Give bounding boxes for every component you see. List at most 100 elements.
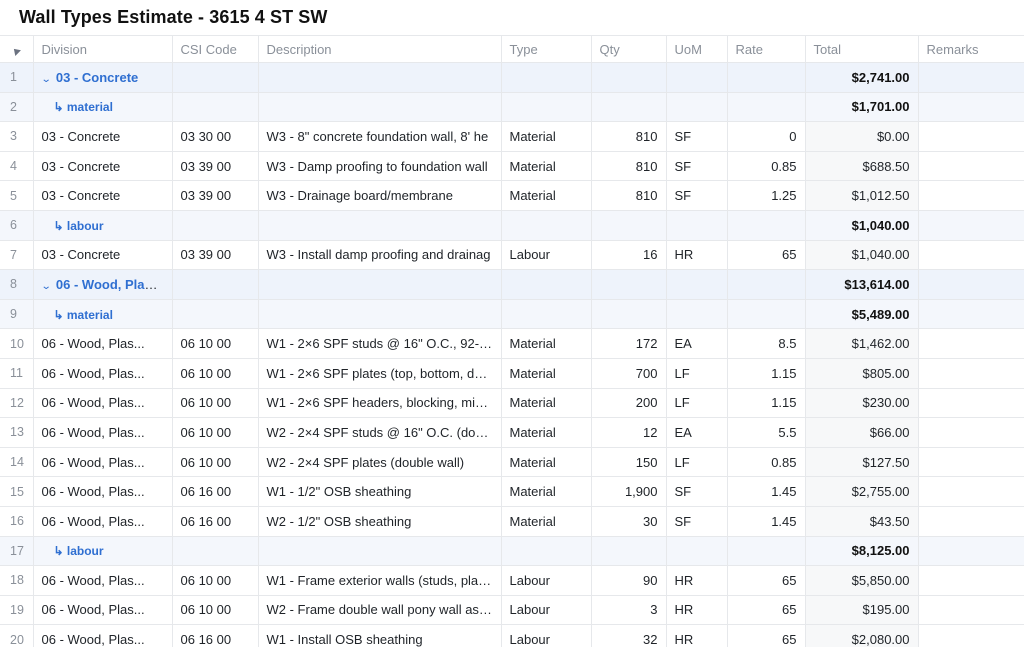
description-cell[interactable]: W2 - 2×4 SPF studs @ 16" O.C. (double bbox=[258, 417, 502, 448]
column-header-uom[interactable]: UoM bbox=[666, 35, 728, 63]
qty-cell[interactable]: 700 bbox=[591, 358, 667, 389]
remarks-cell[interactable] bbox=[918, 269, 1024, 300]
total-cell[interactable]: $8,125.00 bbox=[805, 536, 919, 567]
division-cell[interactable]: 06 - Wood, Plas... bbox=[33, 565, 173, 596]
column-header-type[interactable]: Type bbox=[501, 35, 592, 63]
rate-cell[interactable]: 65 bbox=[727, 565, 806, 596]
type-cell[interactable]: Labour bbox=[501, 624, 592, 647]
column-header-division[interactable]: Division bbox=[33, 35, 173, 63]
total-cell[interactable]: $0.00 bbox=[805, 121, 919, 152]
table-row[interactable]: 5 03 - Concrete 03 39 00 W3 - Drainage boar… bbox=[0, 180, 1024, 211]
remarks-cell[interactable] bbox=[918, 447, 1024, 478]
remarks-cell[interactable] bbox=[918, 299, 1024, 330]
description-cell[interactable]: W2 - 1/2" OSB sheathing bbox=[258, 506, 502, 537]
remarks-cell[interactable] bbox=[918, 180, 1024, 211]
csi-code-cell[interactable]: 06 16 00 bbox=[172, 506, 259, 537]
type-cell[interactable]: Material bbox=[501, 180, 592, 211]
qty-cell[interactable]: 16 bbox=[591, 240, 667, 271]
remarks-cell[interactable] bbox=[918, 240, 1024, 271]
remarks-cell[interactable] bbox=[918, 328, 1024, 359]
uom-cell[interactable]: HR bbox=[666, 595, 728, 626]
qty-cell[interactable]: 810 bbox=[591, 151, 667, 182]
type-cell[interactable]: Material bbox=[501, 447, 592, 478]
subgroup-row[interactable]: 17 ↳ labour $8,125.00 bbox=[0, 536, 1024, 567]
description-cell[interactable]: W1 - 2×6 SPF headers, blocking, misc f bbox=[258, 388, 502, 419]
type-cell[interactable]: Material bbox=[501, 388, 592, 419]
subgroup-row[interactable]: 9 ↳ material $5,489.00 bbox=[0, 299, 1024, 330]
remarks-cell[interactable] bbox=[918, 388, 1024, 419]
type-cell[interactable]: Material bbox=[501, 358, 592, 389]
table-row[interactable]: 15 06 - Wood, Plas... 06 16 00 W1 - 1/2" OS… bbox=[0, 476, 1024, 507]
remarks-cell[interactable] bbox=[918, 92, 1024, 123]
remarks-cell[interactable] bbox=[918, 358, 1024, 389]
qty-cell[interactable]: 32 bbox=[591, 624, 667, 647]
description-cell[interactable]: W3 - 8" concrete foundation wall, 8' he bbox=[258, 121, 502, 152]
rate-cell[interactable]: 1.15 bbox=[727, 388, 806, 419]
rate-cell[interactable]: 65 bbox=[727, 624, 806, 647]
uom-cell[interactable]: EA bbox=[666, 328, 728, 359]
description-cell[interactable]: W3 - Damp proofing to foundation wall bbox=[258, 151, 502, 182]
total-cell[interactable]: $1,701.00 bbox=[805, 92, 919, 123]
uom-cell[interactable]: HR bbox=[666, 624, 728, 647]
group-label-cell[interactable]: ⌄06 - Wood, Plastics & Composites bbox=[33, 269, 173, 300]
column-header-description[interactable]: Description bbox=[258, 35, 502, 63]
division-cell[interactable]: 06 - Wood, Plas... bbox=[33, 624, 173, 647]
csi-code-cell[interactable]: 06 10 00 bbox=[172, 447, 259, 478]
csi-code-cell[interactable]: 03 30 00 bbox=[172, 121, 259, 152]
qty-cell[interactable]: 3 bbox=[591, 595, 667, 626]
uom-cell[interactable]: HR bbox=[666, 240, 728, 271]
qty-cell[interactable]: 200 bbox=[591, 388, 667, 419]
csi-code-cell[interactable]: 06 10 00 bbox=[172, 595, 259, 626]
qty-cell[interactable]: 810 bbox=[591, 180, 667, 211]
csi-code-cell[interactable]: 06 10 00 bbox=[172, 565, 259, 596]
table-row[interactable]: 13 06 - Wood, Plas... 06 10 00 W2 - 2×4 SPF… bbox=[0, 417, 1024, 448]
type-cell[interactable]: Material bbox=[501, 417, 592, 448]
division-cell[interactable]: 03 - Concrete bbox=[33, 240, 173, 271]
group-row[interactable]: 8⌄06 - Wood, Plastics & Composites$13,61… bbox=[0, 269, 1024, 300]
table-row[interactable]: 16 06 - Wood, Plas... 06 16 00 W2 - 1/2" OS… bbox=[0, 506, 1024, 537]
subgroup-label-cell[interactable]: ↳ material bbox=[33, 299, 173, 330]
qty-cell[interactable]: 810 bbox=[591, 121, 667, 152]
qty-cell[interactable]: 90 bbox=[591, 565, 667, 596]
uom-cell[interactable]: LF bbox=[666, 388, 728, 419]
total-cell[interactable]: $127.50 bbox=[805, 447, 919, 478]
description-cell[interactable]: W2 - Frame double wall pony wall asse bbox=[258, 595, 502, 626]
division-cell[interactable]: 06 - Wood, Plas... bbox=[33, 476, 173, 507]
remarks-cell[interactable] bbox=[918, 417, 1024, 448]
csi-code-cell[interactable]: 06 10 00 bbox=[172, 388, 259, 419]
table-row[interactable]: 20 06 - Wood, Plas... 06 16 00 W1 - Install… bbox=[0, 624, 1024, 647]
total-cell[interactable]: $2,755.00 bbox=[805, 476, 919, 507]
description-cell[interactable]: W1 - Install OSB sheathing bbox=[258, 624, 502, 647]
qty-cell[interactable]: 1,900 bbox=[591, 476, 667, 507]
qty-cell[interactable]: 172 bbox=[591, 328, 667, 359]
column-header-qty[interactable]: Qty bbox=[591, 35, 667, 63]
table-row[interactable]: 11 06 - Wood, Plas... 06 10 00 W1 - 2×6 SPF… bbox=[0, 358, 1024, 389]
total-cell[interactable]: $1,012.50 bbox=[805, 180, 919, 211]
total-cell[interactable]: $66.00 bbox=[805, 417, 919, 448]
rate-cell[interactable]: 0.85 bbox=[727, 447, 806, 478]
column-header-total[interactable]: Total bbox=[805, 35, 919, 63]
csi-code-cell[interactable]: 06 10 00 bbox=[172, 328, 259, 359]
total-cell[interactable]: $43.50 bbox=[805, 506, 919, 537]
remarks-cell[interactable] bbox=[918, 476, 1024, 507]
type-cell[interactable]: Material bbox=[501, 151, 592, 182]
description-cell[interactable]: W3 - Drainage board/membrane bbox=[258, 180, 502, 211]
total-cell[interactable]: $13,614.00 bbox=[805, 269, 919, 300]
remarks-cell[interactable] bbox=[918, 210, 1024, 241]
uom-cell[interactable]: HR bbox=[666, 565, 728, 596]
remarks-cell[interactable] bbox=[918, 595, 1024, 626]
type-cell[interactable]: Material bbox=[501, 506, 592, 537]
remarks-cell[interactable] bbox=[918, 506, 1024, 537]
type-cell[interactable]: Labour bbox=[501, 240, 592, 271]
rate-cell[interactable]: 1.45 bbox=[727, 506, 806, 537]
type-cell[interactable]: Material bbox=[501, 476, 592, 507]
rate-cell[interactable]: 1.25 bbox=[727, 180, 806, 211]
qty-cell[interactable]: 12 bbox=[591, 417, 667, 448]
division-cell[interactable]: 06 - Wood, Plas... bbox=[33, 595, 173, 626]
remarks-cell[interactable] bbox=[918, 565, 1024, 596]
total-cell[interactable]: $1,040.00 bbox=[805, 240, 919, 271]
division-cell[interactable]: 06 - Wood, Plas... bbox=[33, 447, 173, 478]
type-cell[interactable]: Labour bbox=[501, 565, 592, 596]
division-cell[interactable]: 03 - Concrete bbox=[33, 180, 173, 211]
table-row[interactable]: 7 03 - Concrete 03 39 00 W3 - Install damp … bbox=[0, 240, 1024, 271]
